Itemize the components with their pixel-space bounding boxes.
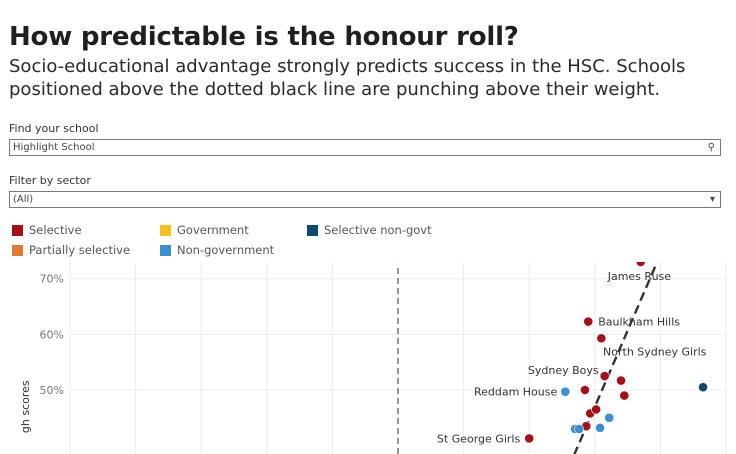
point-label: Sydney Boys: [528, 364, 599, 377]
filter-sector-value: (All): [13, 194, 34, 205]
data-point: [580, 385, 590, 395]
find-school-value: Highlight School: [13, 142, 95, 153]
find-school-input[interactable]: Highlight School ⚲: [9, 139, 721, 156]
legend-item-selective[interactable]: Selective: [12, 223, 82, 237]
data-point: [604, 412, 615, 423]
data-point: [595, 422, 605, 433]
legend-item-partially-selective[interactable]: Partially selective: [12, 243, 130, 257]
trend-line: [573, 262, 659, 454]
legend-swatch-partially-selective: [12, 244, 23, 256]
data-point: [596, 333, 607, 344]
data-point: [574, 424, 584, 434]
point-label: James Ruse: [607, 270, 672, 283]
page-title: How predictable is the honour roll?: [9, 22, 519, 52]
data-point: [616, 375, 626, 386]
legend-swatch-government: [160, 224, 171, 236]
legend-label: Selective non-govt: [324, 223, 432, 237]
legend-item-government[interactable]: Government: [160, 223, 249, 237]
data-point: [591, 404, 602, 415]
legend-label: Selective: [29, 223, 82, 237]
legend-swatch-selective: [12, 224, 23, 236]
filter-sector-label: Filter by sector: [9, 174, 91, 187]
dropdown-arrow-icon[interactable]: ▾: [709, 194, 715, 205]
y-axis-label: gh scores: [19, 380, 32, 433]
page-subtitle: Socio-educational advantage strongly pre…: [9, 56, 686, 100]
legend-label: Government: [177, 223, 249, 237]
scatter-chart: 70% 60% 50% gh scores James Ruse Baulkham Hil…: [19, 262, 727, 454]
data-point: [698, 382, 708, 393]
data-point: [524, 433, 535, 444]
point-label: St George Girls: [437, 432, 521, 445]
point-label: Reddam House: [474, 386, 558, 399]
y-tick-label: 70%: [40, 273, 64, 286]
y-tick-label: 50%: [40, 384, 64, 397]
legend-item-selective-non-govt[interactable]: Selective non-govt: [307, 223, 432, 237]
point-label: North Sydney Girls: [603, 346, 707, 359]
search-icon[interactable]: ⚲: [707, 142, 715, 153]
data-point: [599, 371, 610, 381]
data-point: [635, 262, 646, 267]
filter-sector-select[interactable]: (All) ▾: [9, 191, 721, 208]
legend-item-non-government[interactable]: Non-government: [160, 243, 274, 257]
legend-swatch-non-government: [160, 244, 171, 256]
data-point: [619, 390, 630, 401]
find-school-label: Find your school: [9, 122, 99, 135]
data-point: [560, 386, 571, 397]
point-label: Baulkham Hills: [598, 316, 680, 329]
data-point: [583, 316, 594, 327]
legend-swatch-selective-non-govt: [307, 224, 318, 236]
y-tick-label: 60%: [40, 328, 64, 341]
legend-label: Partially selective: [29, 243, 131, 257]
legend-label: Non-government: [177, 243, 275, 257]
